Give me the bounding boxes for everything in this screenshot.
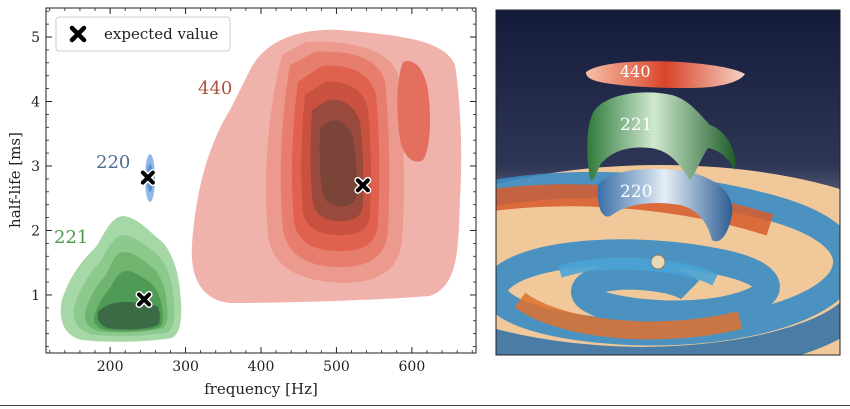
x-tick-label-500: 500 [323, 359, 350, 375]
bottom-rule [0, 405, 850, 406]
legend-label: expected value [104, 25, 218, 43]
density-221-level-5 [97, 302, 160, 330]
legend-box [55, 16, 231, 52]
density-440-level-7 [319, 120, 357, 207]
lobe-220 [597, 168, 733, 242]
render-label-221: 221 [620, 115, 652, 135]
mode-label-440: 440 [198, 78, 232, 99]
legend: expected value [55, 16, 231, 52]
expected-marker-221 [135, 290, 153, 308]
expected-marker-440 [354, 176, 372, 194]
x-axis-label: frequency [Hz] [204, 380, 318, 398]
render-frame [495, 9, 841, 356]
x-tick-label-400: 400 [248, 359, 275, 375]
mode-label-220: 220 [96, 152, 130, 173]
y-tick-label-5: 5 [31, 30, 40, 46]
y-tick-label-2: 2 [31, 223, 40, 239]
density-440 [191, 29, 462, 304]
minor-ticks [46, 8, 476, 353]
y-tick-label-3: 3 [31, 159, 40, 175]
lobe-440 [586, 61, 745, 88]
lobe-221 [587, 92, 736, 181]
expected-markers [135, 169, 372, 308]
density-440-side-lobe [397, 61, 431, 162]
legend-marker-icon [68, 24, 88, 44]
ringdown-render: 440 221 220 [496, 10, 840, 355]
x-ticks: 200 300 400 500 600 [97, 8, 425, 375]
y-tick-label-1: 1 [31, 288, 40, 304]
mode-label-221: 221 [54, 227, 88, 248]
spiral-disc [496, 165, 840, 355]
y-ticks: 1 2 3 4 5 [31, 30, 476, 304]
contour-chart: 200 300 400 500 600 1 2 3 4 5 frequency [Hz] hal… [6, 7, 477, 398]
y-tick-label-4: 4 [31, 95, 40, 111]
render-label-220: 220 [620, 182, 652, 202]
x-tick-label-200: 200 [97, 359, 124, 375]
render-label-440: 440 [620, 62, 651, 81]
x-tick-label-300: 300 [172, 359, 199, 375]
density-221 [60, 216, 182, 342]
y-axis-label: half-life [ms] [6, 132, 24, 228]
x-tick-label-600: 600 [399, 359, 426, 375]
expected-marker-220 [139, 169, 157, 187]
